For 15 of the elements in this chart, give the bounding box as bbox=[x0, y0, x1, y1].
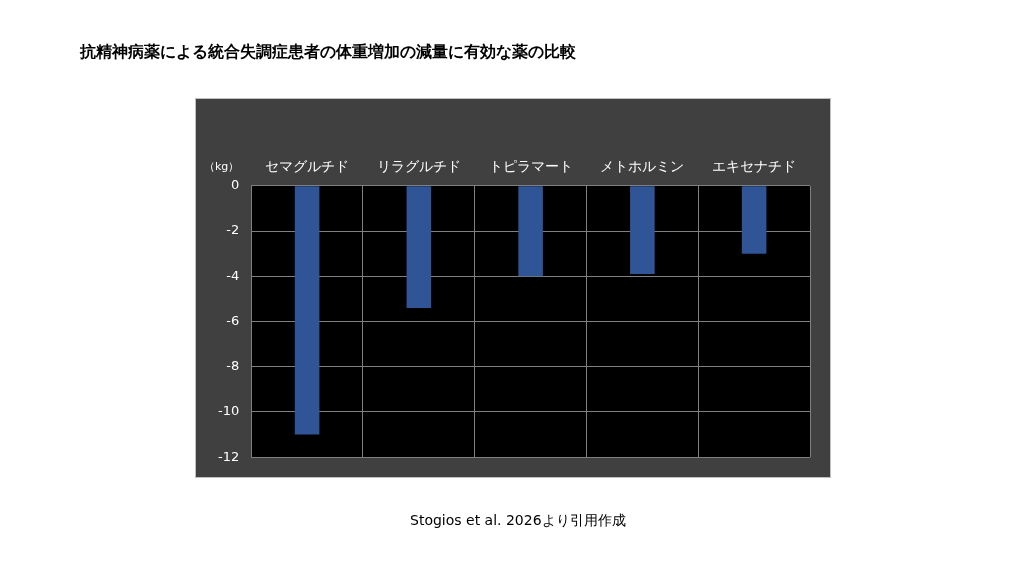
x-tick-label: セマグルチド bbox=[265, 158, 350, 175]
y-tick-label: 0 bbox=[230, 177, 240, 193]
x-tick-label: メトホルミン bbox=[600, 158, 685, 175]
y-tick-label: -8 bbox=[226, 358, 240, 374]
x-tick-label: トピラマート bbox=[488, 158, 573, 175]
y-tick-label: -10 bbox=[218, 403, 240, 419]
text: Stogios et al. 2026より引用作成 bbox=[410, 512, 626, 530]
chart-title: 抗精神病薬による統合失調症患者の体重増加の減量に有効な薬の比較 bbox=[80, 42, 576, 63]
y-tick-label: -12 bbox=[218, 448, 240, 464]
y-tick-label: -2 bbox=[226, 222, 240, 238]
y-axis-title: （kg） bbox=[204, 159, 240, 174]
x-tick-label: リラグルチド bbox=[376, 158, 461, 175]
y-tick-label: -6 bbox=[226, 312, 240, 328]
x-tick-label: エキセナチド bbox=[712, 158, 797, 175]
y-tick-label: -4 bbox=[226, 267, 240, 283]
